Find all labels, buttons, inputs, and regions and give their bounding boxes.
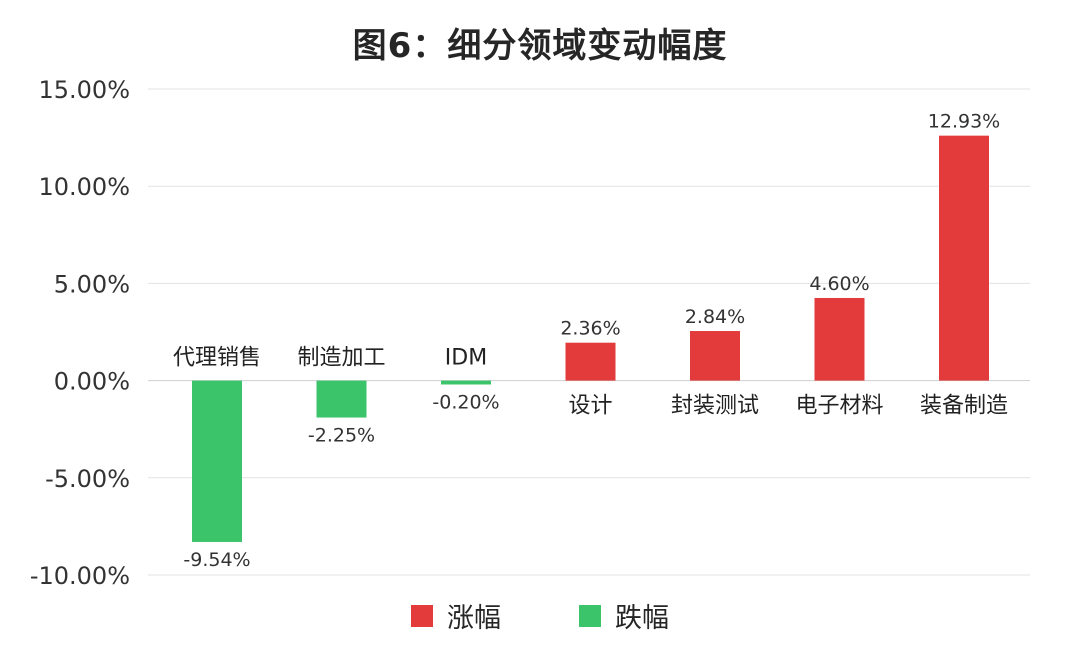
data-label: -2.25% <box>308 425 375 447</box>
y-tick-label: 5.00% <box>54 270 130 298</box>
category-label: 封装测试 <box>671 394 759 419</box>
bar-5 <box>690 331 740 381</box>
category-label: 代理销售 <box>173 346 261 371</box>
y-tick-label: 0.00% <box>54 368 130 396</box>
y-tick-label: -10.00% <box>30 562 130 590</box>
legend-label-fall: 跌幅 <box>615 603 669 634</box>
legend: 涨幅 跌幅 <box>0 596 1080 635</box>
data-label: -0.20% <box>432 391 499 413</box>
category-label: 制造加工 <box>297 346 385 371</box>
legend-item-fall: 跌幅 <box>579 596 669 635</box>
legend-item-rise: 涨幅 <box>411 596 501 635</box>
bar-3 <box>441 380 491 385</box>
category-label: 设计 <box>568 394 612 419</box>
legend-label-rise: 涨幅 <box>447 603 501 634</box>
y-tick-label: -5.00% <box>45 465 130 493</box>
bars <box>192 135 989 542</box>
bar-6 <box>814 297 865 381</box>
category-label: 装备制造 <box>920 394 1008 419</box>
y-tick-label: 15.00% <box>38 76 130 104</box>
data-label: 2.36% <box>560 318 620 340</box>
data-label: -9.54% <box>183 549 250 571</box>
labels: -9.54% 代理销售 -2.25% 制造加工 -0.20% IDM 2.36% 设计 2.84… <box>173 111 1008 571</box>
legend-swatch-fall <box>579 604 601 627</box>
y-axis-tick-labels: 15.00% 10.00% 5.00% 0.00% -5.00% -10.00% <box>30 76 130 590</box>
category-label: IDM <box>445 346 487 371</box>
data-label: 2.84% <box>685 306 745 328</box>
y-tick-label: 10.00% <box>38 173 130 201</box>
bar-7 <box>939 135 989 381</box>
bar-4 <box>565 342 616 381</box>
data-label: 12.93% <box>928 111 1000 133</box>
category-label: 电子材料 <box>795 394 883 419</box>
gridlines <box>148 88 1030 576</box>
bar-1 <box>192 380 242 542</box>
bar-2 <box>316 380 367 418</box>
chart-title: 图6：细分领域变动幅度 <box>352 26 728 66</box>
data-label: 4.60% <box>809 273 869 295</box>
legend-swatch-rise <box>411 604 433 627</box>
